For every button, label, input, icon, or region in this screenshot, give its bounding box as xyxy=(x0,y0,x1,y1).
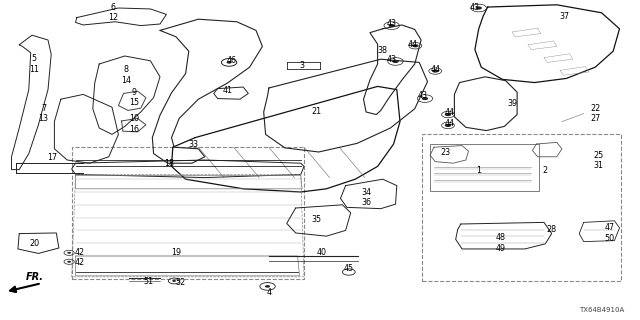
Text: 1: 1 xyxy=(476,166,481,175)
Text: 48
49: 48 49 xyxy=(495,234,506,253)
Text: 35: 35 xyxy=(311,215,321,224)
Text: 18: 18 xyxy=(164,159,175,168)
Text: 46: 46 xyxy=(227,56,237,65)
Circle shape xyxy=(67,261,71,263)
Text: 44: 44 xyxy=(430,65,440,74)
Text: 2: 2 xyxy=(543,166,548,175)
Text: 9
15: 9 15 xyxy=(129,88,139,107)
Bar xyxy=(430,144,539,191)
Text: FR.: FR. xyxy=(26,272,44,282)
Text: 33: 33 xyxy=(188,140,198,149)
Text: 3: 3 xyxy=(300,61,305,70)
Text: 47
50: 47 50 xyxy=(604,223,614,243)
Circle shape xyxy=(476,6,482,10)
Text: 39: 39 xyxy=(507,99,517,108)
Text: 42: 42 xyxy=(74,258,84,267)
Circle shape xyxy=(412,44,419,47)
Text: 23: 23 xyxy=(440,148,451,157)
Circle shape xyxy=(392,60,399,63)
Text: 6
12: 6 12 xyxy=(108,3,118,22)
Text: 28: 28 xyxy=(547,225,557,234)
Text: 10
16: 10 16 xyxy=(129,115,139,134)
Text: 45: 45 xyxy=(344,264,354,273)
Text: 44: 44 xyxy=(445,108,455,117)
Circle shape xyxy=(172,280,176,282)
Text: 20: 20 xyxy=(29,239,40,248)
Text: 22
27: 22 27 xyxy=(590,104,600,123)
Text: 7
13: 7 13 xyxy=(38,104,49,123)
Text: 41: 41 xyxy=(223,86,233,95)
Text: 37: 37 xyxy=(559,12,570,21)
Circle shape xyxy=(67,252,71,254)
Circle shape xyxy=(432,69,438,73)
Text: 51: 51 xyxy=(143,277,154,286)
Text: 19: 19 xyxy=(171,248,181,257)
Text: 52: 52 xyxy=(175,278,186,287)
Text: 42: 42 xyxy=(74,248,84,257)
Text: 38: 38 xyxy=(378,46,388,55)
Text: 8
14: 8 14 xyxy=(121,66,131,85)
Text: 17: 17 xyxy=(47,153,58,162)
Text: 43: 43 xyxy=(470,4,480,12)
Circle shape xyxy=(445,124,451,127)
Text: 21: 21 xyxy=(311,108,321,116)
Text: 40: 40 xyxy=(317,248,327,257)
Text: 44: 44 xyxy=(445,119,455,128)
Text: 4: 4 xyxy=(266,288,271,297)
Circle shape xyxy=(422,97,428,100)
Circle shape xyxy=(265,285,270,288)
Text: 43: 43 xyxy=(387,19,397,28)
Text: TX64B4910A: TX64B4910A xyxy=(579,307,624,313)
Text: 44: 44 xyxy=(408,40,418,49)
Text: 25
31: 25 31 xyxy=(593,151,604,170)
Text: 5
11: 5 11 xyxy=(29,54,39,74)
Text: 34
36: 34 36 xyxy=(361,188,371,207)
Text: 43: 43 xyxy=(417,92,428,100)
Circle shape xyxy=(227,61,232,64)
Circle shape xyxy=(445,113,451,116)
Circle shape xyxy=(388,24,395,27)
Text: 43: 43 xyxy=(387,55,397,64)
